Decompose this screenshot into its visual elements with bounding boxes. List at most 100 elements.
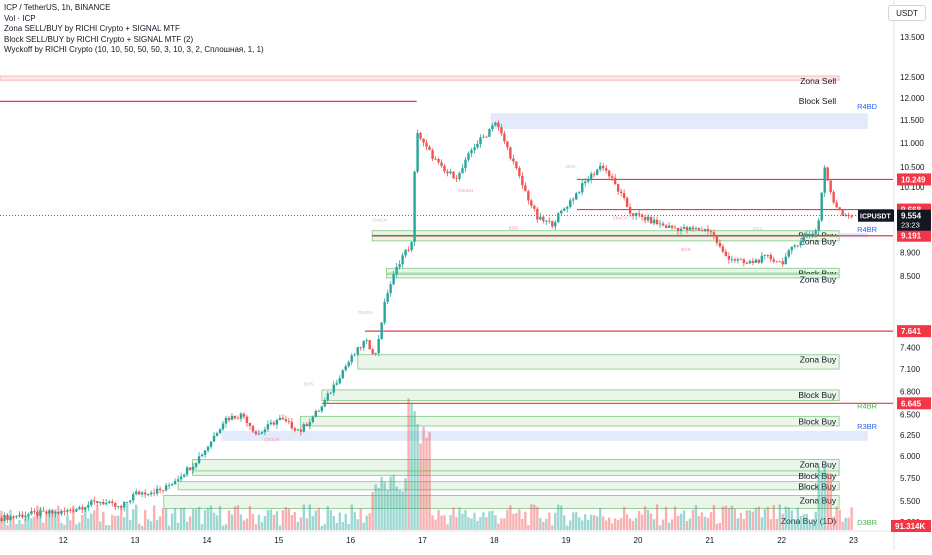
volume-bar: [506, 509, 509, 530]
legend-volume[interactable]: Vol · ICP: [4, 13, 36, 23]
candle-body: [338, 378, 341, 384]
candle-body: [485, 136, 488, 138]
candle-body: [592, 173, 596, 175]
volume-bar: [811, 520, 814, 530]
candle-body: [344, 366, 347, 371]
volume-bar: [452, 507, 455, 530]
volume-bar: [188, 516, 192, 530]
volume-bar: [422, 426, 425, 530]
candle-body: [194, 463, 198, 467]
volume-bar: [569, 520, 572, 530]
candle-body: [281, 417, 285, 420]
volume-bar: [476, 520, 479, 530]
candle-body: [108, 501, 111, 504]
volume-bar: [137, 523, 141, 530]
volume-bar: [173, 508, 177, 530]
volume-bar: [263, 516, 267, 530]
candle-body: [506, 141, 509, 148]
time-tick: 22: [777, 536, 786, 545]
volume-bar: [332, 515, 335, 530]
volume-bar: [401, 491, 404, 530]
volume-bar: [796, 507, 799, 530]
volume-bar: [389, 476, 392, 530]
candle-body: [634, 213, 638, 216]
candle-body: [323, 400, 326, 407]
candle-body: [275, 419, 279, 425]
candle-body: [143, 492, 147, 495]
legend-indicator-zona[interactable]: Zona SELL/BUY by RICHI Crypto + SIGNAL M…: [4, 24, 180, 34]
volume-bar: [344, 513, 347, 530]
candle-body: [482, 136, 485, 138]
candle-body: [350, 355, 353, 363]
volume-bar: [784, 506, 787, 530]
candle-body: [90, 500, 93, 505]
candle-body: [640, 214, 644, 217]
volume-bar: [290, 515, 294, 530]
zone-label: Zona Buy: [800, 495, 837, 505]
currency-button[interactable]: USDT: [888, 5, 926, 21]
price-label-box: [897, 397, 931, 410]
candle-body: [470, 149, 473, 154]
volume-bar: [69, 520, 72, 530]
volume-bar: [416, 424, 419, 530]
volume-bar: [203, 510, 207, 530]
candle-body: [724, 251, 728, 257]
candle-body: [548, 220, 551, 222]
volume-bar: [350, 504, 353, 530]
candle-body: [745, 263, 749, 264]
volume-layer: [0, 398, 853, 530]
volume-bar: [658, 525, 662, 530]
price-label-box: [897, 229, 931, 242]
candles-layer: [0, 120, 853, 524]
price-tick: 12.000: [900, 94, 925, 103]
candle-body: [185, 467, 189, 475]
volume-bar: [500, 518, 503, 530]
legend-indicator-wyckoff[interactable]: Wyckoff by RICHI Crypto (10, 10, 50, 50,…: [4, 45, 264, 55]
volume-bar: [769, 519, 773, 530]
candle-body: [763, 254, 767, 256]
volume-label-text: 91.314K: [895, 522, 925, 531]
candle-body: [694, 228, 698, 230]
candle-body: [416, 133, 419, 172]
volume-bar: [802, 514, 805, 530]
candle-body: [515, 161, 518, 168]
volume-bar: [63, 524, 66, 530]
volume-bar: [347, 523, 350, 530]
volume-bar: [730, 505, 734, 530]
volume-bar: [152, 505, 156, 530]
volume-bar: [371, 492, 374, 530]
volume-bar: [320, 525, 323, 530]
volume-bar: [539, 518, 542, 530]
candle-body: [464, 159, 467, 169]
candle-body: [563, 208, 566, 211]
candle-body: [590, 173, 593, 181]
volume-bar: [548, 512, 551, 530]
candle-body: [242, 413, 246, 417]
candle-body: [99, 501, 102, 503]
candle-body: [572, 199, 575, 201]
volume-bar: [512, 514, 515, 530]
candle-body: [66, 510, 69, 512]
candle-body: [3, 514, 6, 522]
volume-bar: [51, 508, 54, 530]
volume-bar: [386, 490, 389, 530]
volume-bar: [443, 515, 446, 530]
volume-bar: [455, 517, 458, 530]
volume-bar: [485, 517, 488, 530]
legend-title[interactable]: ICP / TetherUS, 1h, BINANCE: [4, 3, 111, 12]
annotation-label: ChoCH: [613, 216, 628, 221]
candle-body: [200, 454, 204, 457]
zone-label: Block Buy: [798, 482, 837, 492]
candle-body: [802, 236, 805, 242]
candle-body: [173, 481, 177, 485]
candle-body: [497, 122, 500, 128]
candle-body: [808, 234, 811, 236]
volume-bar: [640, 514, 644, 530]
legend-indicator-block[interactable]: Block SELL/BUY by RICHI Crypto + SIGNAL …: [4, 34, 194, 44]
candle-body: [75, 509, 78, 512]
volume-bar: [778, 504, 781, 530]
candle-body: [581, 183, 584, 193]
volume-bar: [835, 506, 838, 530]
